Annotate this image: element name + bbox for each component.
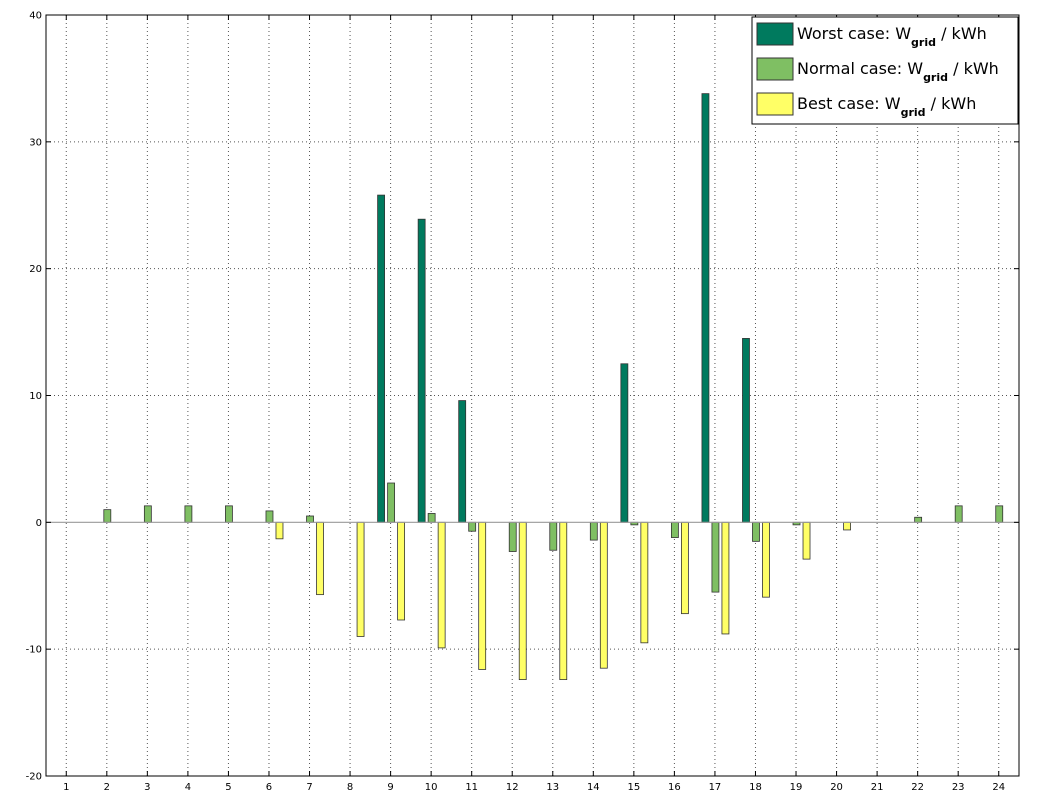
bar-series-3 (518, 521, 527, 681)
bar-series-2 (670, 521, 679, 538)
legend-label: Normal case: Wgrid / kWh (797, 59, 999, 84)
bar-series-2 (508, 521, 517, 552)
x-tick-label: 23 (952, 782, 965, 793)
legend-label: Worst case: Wgrid / kWh (797, 24, 987, 49)
x-tick-label: 20 (830, 782, 843, 793)
bar-series-2 (549, 521, 558, 551)
y-tick-label: 40 (29, 11, 42, 22)
bar-series-3 (478, 521, 487, 670)
legend-swatch (756, 22, 794, 46)
bar-series-3 (275, 521, 284, 540)
bar-series-2 (427, 513, 436, 523)
x-tick-label: 24 (992, 782, 1005, 793)
y-tick-label: -10 (26, 645, 42, 656)
bar-series-1 (417, 218, 426, 523)
x-tick-label: 14 (587, 782, 600, 793)
y-tick-label: 30 (29, 137, 42, 148)
x-tick-label: 17 (709, 782, 722, 793)
plot-frame (45, 14, 1020, 777)
x-tick-label: 4 (185, 782, 191, 793)
bar-series-2 (103, 509, 112, 523)
bar-series-2 (711, 521, 720, 593)
x-tick-label: 3 (144, 782, 150, 793)
bar-series-2 (995, 505, 1004, 523)
x-tick-label: 12 (506, 782, 519, 793)
bar-series-2 (143, 505, 152, 523)
x-tick-label: 6 (266, 782, 272, 793)
bar-series-3 (721, 521, 730, 635)
bar-series-3 (843, 521, 851, 531)
x-tick-label: 18 (749, 782, 762, 793)
bar-series-1 (701, 93, 710, 523)
bar-series-1 (620, 363, 629, 523)
x-tick-label: 1 (63, 782, 69, 793)
legend-swatch (756, 57, 794, 81)
y-tick-label: 10 (29, 391, 42, 402)
y-tick-label: 0 (36, 518, 42, 529)
x-tick-label: 15 (627, 782, 640, 793)
bar-series-2 (265, 510, 274, 523)
x-tick-label: 16 (668, 782, 681, 793)
bar-series-3 (680, 521, 689, 615)
x-tick-label: 5 (225, 782, 231, 793)
bar-series-3 (762, 521, 770, 598)
x-tick-label: 8 (347, 782, 353, 793)
bar-series-2 (387, 482, 396, 523)
grid-lines (46, 14, 1019, 777)
y-tick-label: 20 (29, 264, 42, 275)
bar-series-2 (954, 505, 963, 523)
bar-series-3 (437, 521, 446, 649)
bars (103, 93, 1004, 681)
x-tick-label: 7 (306, 782, 312, 793)
bar-series-3 (356, 521, 365, 637)
bar-series-2 (914, 516, 923, 523)
bar-series-1 (377, 194, 386, 523)
x-tick-label: 19 (790, 782, 803, 793)
bar-series-3 (802, 521, 811, 560)
x-tick-label: 22 (911, 782, 924, 793)
x-tick-label: 2 (104, 782, 110, 793)
bar-series-3 (599, 521, 608, 669)
bar-series-2 (225, 505, 233, 523)
legend-label: Best case: Wgrid / kWh (797, 94, 976, 119)
x-tick-label: 10 (425, 782, 438, 793)
bar-series-3 (559, 521, 568, 681)
bar-series-3 (316, 521, 324, 596)
bar-series-3 (397, 521, 406, 621)
bar-series-2 (589, 521, 598, 541)
bar-series-3 (640, 521, 649, 644)
x-tick-label: 11 (465, 782, 478, 793)
x-tick-label: 13 (546, 782, 559, 793)
bar-series-1 (742, 338, 750, 523)
bar-series-2 (306, 515, 314, 523)
legend-box (751, 16, 1019, 125)
x-tick-label: 9 (387, 782, 393, 793)
bar-series-2 (184, 505, 193, 523)
x-tick-label: 21 (871, 782, 884, 793)
legend-swatch (756, 92, 794, 116)
bar-series-2 (752, 521, 760, 542)
bar-series-2 (468, 521, 477, 532)
y-tick-label: -20 (26, 772, 42, 783)
legend: Worst case: Wgrid / kWh Normal case: Wgri… (751, 16, 1019, 125)
bar-series-1 (458, 400, 467, 523)
